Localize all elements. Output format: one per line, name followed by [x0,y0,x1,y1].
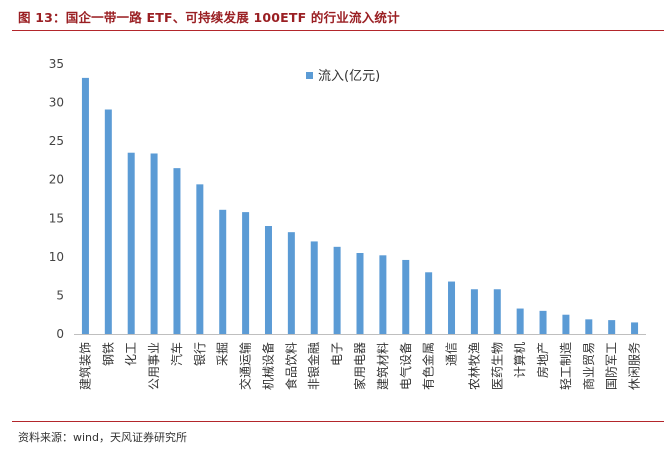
bar [81,77,89,334]
x-tick-label: 家用电器 [352,342,367,390]
x-tick-label: 房地产 [535,342,550,378]
x-tick-label: 商业贸易 [581,342,596,390]
x-tick-label: 电气设备 [398,342,413,390]
x-tick-label: 农林牧渔 [467,342,481,390]
bar [242,212,250,334]
source-rule [12,421,664,422]
bar [448,281,456,334]
bar [287,232,295,334]
x-tick-label: 计算机 [512,342,527,378]
bar [516,308,524,334]
bar [470,289,478,334]
y-tick-label: 10 [49,250,64,264]
bar [562,314,570,334]
bars [81,77,639,334]
x-tick-label: 电子 [330,342,344,366]
x-tick-label: 钢铁 [101,342,115,366]
x-tick-label: 医药生物 [490,342,504,390]
x-tick-label: 国防军工 [604,342,619,390]
x-tick-label: 有色金属 [421,342,436,390]
y-tick-label: 35 [49,57,64,71]
bar [219,209,227,334]
x-tick-label: 汽车 [169,342,184,366]
x-tick-label: 化工 [124,342,138,366]
bar [264,226,272,334]
x-tick-label: 非银金融 [306,342,321,390]
bar [104,109,112,334]
x-tick-label: 机械设备 [260,342,275,390]
y-tick-label: 0 [56,327,64,341]
bar [150,153,158,334]
bar [127,152,135,334]
x-tick-label: 采掘 [215,342,230,366]
bar [356,253,364,334]
x-tick-label: 通信 [445,342,459,366]
legend: 流入(亿元) [306,69,380,84]
x-axis-labels: 建筑装饰 钢铁 化工 公用事业 汽车 银行 采掘 交通运输 机械设备 食品饮料 非银金融 电子 家用电器… [77,342,641,390]
bar [631,322,639,334]
bar [585,319,593,334]
x-tick-label: 休闲服务 [627,342,642,390]
bar [402,259,410,334]
bar [425,272,433,334]
legend-swatch [306,72,313,79]
bar [608,320,616,334]
y-tick-label: 30 [49,96,64,110]
x-tick-label: 轻工制造 [559,342,573,390]
source-note: 资料来源：wind，天风证券研究所 [18,431,188,444]
y-tick-label: 25 [49,134,64,148]
title-rule [12,30,664,31]
x-tick-label: 建筑材料 [375,342,390,390]
y-axis-ticks: 0 5 10 15 20 25 30 35 [49,57,64,341]
figure-title: 图 13：国企一带一路 ETF、可持续发展 100ETF 的行业流入统计 [18,10,400,25]
x-tick-label: 交通运输 [238,342,253,390]
x-tick-label: 公用事业 [147,342,161,390]
bar [173,168,181,334]
y-tick-label: 5 [56,288,64,302]
bar [539,310,547,334]
x-tick-label: 建筑装饰 [77,342,92,390]
bar [379,255,387,334]
y-tick-label: 20 [49,173,64,187]
bar [333,246,341,334]
bar [493,289,501,334]
bar [196,184,204,334]
legend-label: 流入(亿元) [318,69,380,84]
bar [310,241,318,334]
x-tick-label: 银行 [193,342,207,366]
y-tick-label: 15 [49,211,64,225]
x-tick-label: 食品饮料 [283,342,298,390]
